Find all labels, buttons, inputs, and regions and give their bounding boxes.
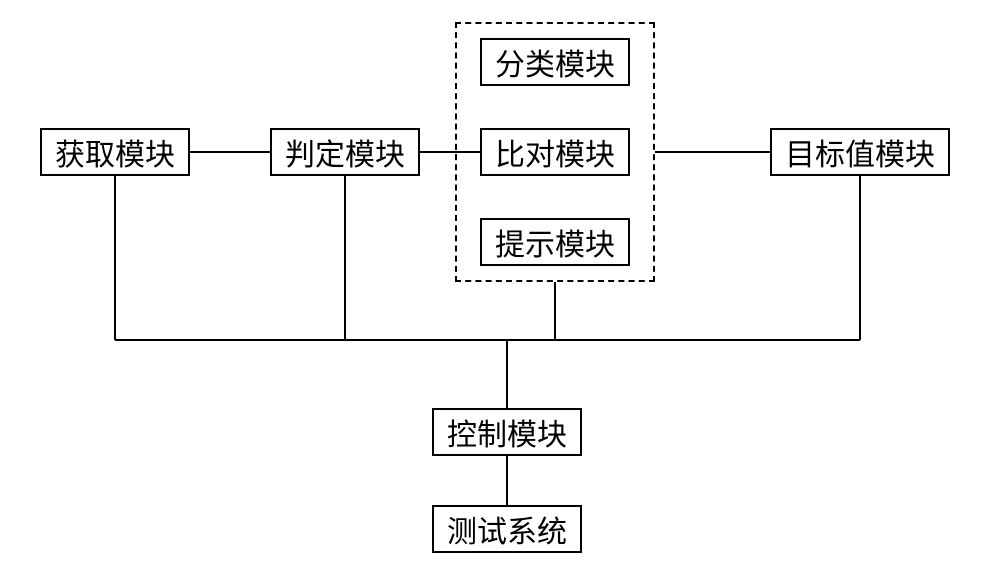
node-prompt: 提示模块 [480, 218, 630, 266]
node-label: 提示模块 [495, 220, 615, 264]
node-control: 控制模块 [432, 408, 582, 456]
node-target: 目标值模块 [770, 128, 950, 176]
node-classify: 分类模块 [480, 38, 630, 86]
node-label: 控制模块 [447, 410, 567, 454]
node-label: 判定模块 [285, 130, 405, 174]
node-label: 分类模块 [495, 40, 615, 84]
diagram-canvas: 获取模块 判定模块 分类模块 比对模块 提示模块 目标值模块 控制模块 测试系统 [0, 0, 1000, 585]
node-label: 获取模块 [55, 130, 175, 174]
node-acquire: 获取模块 [40, 128, 190, 176]
node-label: 目标值模块 [785, 130, 935, 174]
node-label: 比对模块 [495, 130, 615, 174]
node-judge: 判定模块 [270, 128, 420, 176]
node-compare: 比对模块 [480, 128, 630, 176]
node-label: 测试系统 [447, 507, 567, 551]
node-test: 测试系统 [432, 505, 582, 553]
